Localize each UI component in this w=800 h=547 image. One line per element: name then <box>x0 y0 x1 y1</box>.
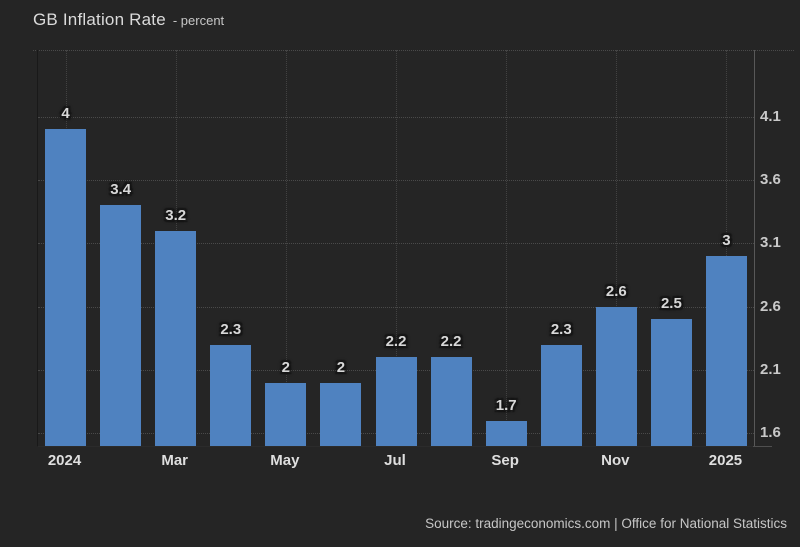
bar[interactable] <box>100 205 142 446</box>
x-axis-label: 2025 <box>708 452 743 469</box>
plot-area: 4 3.4 3.2 2.3 2 2 2.2 2.2 1.7 2.3 2.6 2.5 3 <box>37 50 755 447</box>
bar[interactable] <box>595 306 637 446</box>
x-axis-label: Mar <box>161 452 189 469</box>
bar-value-label: 2.5 <box>660 295 682 313</box>
bar[interactable] <box>45 129 87 446</box>
bar-slot: 3.4 <box>93 50 148 446</box>
bar-slot: 3.2 <box>148 50 203 446</box>
gridline-v <box>396 50 397 446</box>
gridline-v <box>726 50 728 446</box>
y-axis-label: 3.6 <box>760 170 781 188</box>
bar-slot: 2.5 <box>644 50 699 446</box>
y-axis: 4.1 3.6 3.1 2.6 2.1 1.6 <box>760 50 798 446</box>
bar-value-label: 2 <box>281 358 291 376</box>
bar-slot: 2 <box>258 50 313 446</box>
bar[interactable] <box>320 382 362 446</box>
bottom-axis-tick <box>753 446 772 447</box>
bar-value-label: 2.6 <box>605 282 627 300</box>
y-axis-label: 2.6 <box>760 297 781 315</box>
bar-series: 4 3.4 3.2 2.3 2 2 2.2 2.2 1.7 2.3 2.6 2.5 3 <box>38 50 754 446</box>
bar[interactable] <box>485 420 527 446</box>
source-attribution: Source: tradingeconomics.com | Office fo… <box>425 516 787 531</box>
bar-slot: 2.3 <box>203 50 258 446</box>
x-axis-label: Jul <box>384 452 406 469</box>
bar-slot: 2.2 <box>368 50 423 446</box>
gridline-v <box>285 50 287 446</box>
bar[interactable] <box>430 357 472 446</box>
y-axis-label: 3.1 <box>760 234 781 252</box>
chart-subtitle: - percent <box>172 13 225 28</box>
x-axis-label <box>312 451 367 470</box>
x-axis-label: Sep <box>491 452 519 469</box>
bar-value-label: 3 <box>722 231 731 249</box>
bar-value-label: 1.7 <box>495 396 517 414</box>
bar-slot: 2.2 <box>424 50 479 446</box>
bar-value-label: 3.4 <box>110 181 132 199</box>
bar[interactable] <box>265 382 307 446</box>
y-axis-label: 1.6 <box>760 424 781 442</box>
x-axis: 2024 Mar May Jul Sep Nov 2025 <box>37 451 753 470</box>
bar-value-label: 2 <box>336 358 346 376</box>
x-axis-label <box>423 451 478 470</box>
bar-slot: 2.3 <box>534 50 589 446</box>
y-axis-label: 4.1 <box>760 107 781 125</box>
chart-header: GB Inflation Rate - percent <box>33 10 224 30</box>
chart-title: GB Inflation Rate <box>33 10 166 29</box>
x-axis-label: 2024 <box>47 452 82 469</box>
x-axis-label <box>92 451 147 470</box>
bar-value-label: 2.2 <box>440 333 462 351</box>
bar[interactable] <box>705 255 747 446</box>
bar-slot: 1.7 <box>479 50 534 446</box>
bar-slot: 2 <box>313 50 368 446</box>
x-axis-label <box>202 451 257 470</box>
bar[interactable] <box>540 344 582 446</box>
x-axis-label: Nov <box>601 452 630 469</box>
y-axis-label: 2.1 <box>760 360 781 378</box>
plot-top-border <box>33 50 794 51</box>
bar-slot: 3 <box>699 50 754 446</box>
bar-slot: 2.6 <box>589 50 644 446</box>
bar-value-label: 3.2 <box>165 206 187 224</box>
x-axis-label: May <box>270 452 300 469</box>
bar[interactable] <box>375 357 417 446</box>
bar[interactable] <box>650 319 692 446</box>
gridline-v <box>506 50 508 446</box>
bar[interactable] <box>210 344 252 446</box>
bar-value-label: 2.3 <box>550 320 572 338</box>
x-axis-label <box>643 451 698 470</box>
bar-slot: 4 <box>38 50 93 446</box>
bar-value-label: 2.2 <box>385 333 407 351</box>
bar-value-label: 4 <box>61 105 70 123</box>
bar[interactable] <box>155 230 197 446</box>
bar-value-label: 2.3 <box>220 320 242 338</box>
gridline-v <box>616 50 618 446</box>
x-axis-label <box>533 451 588 470</box>
